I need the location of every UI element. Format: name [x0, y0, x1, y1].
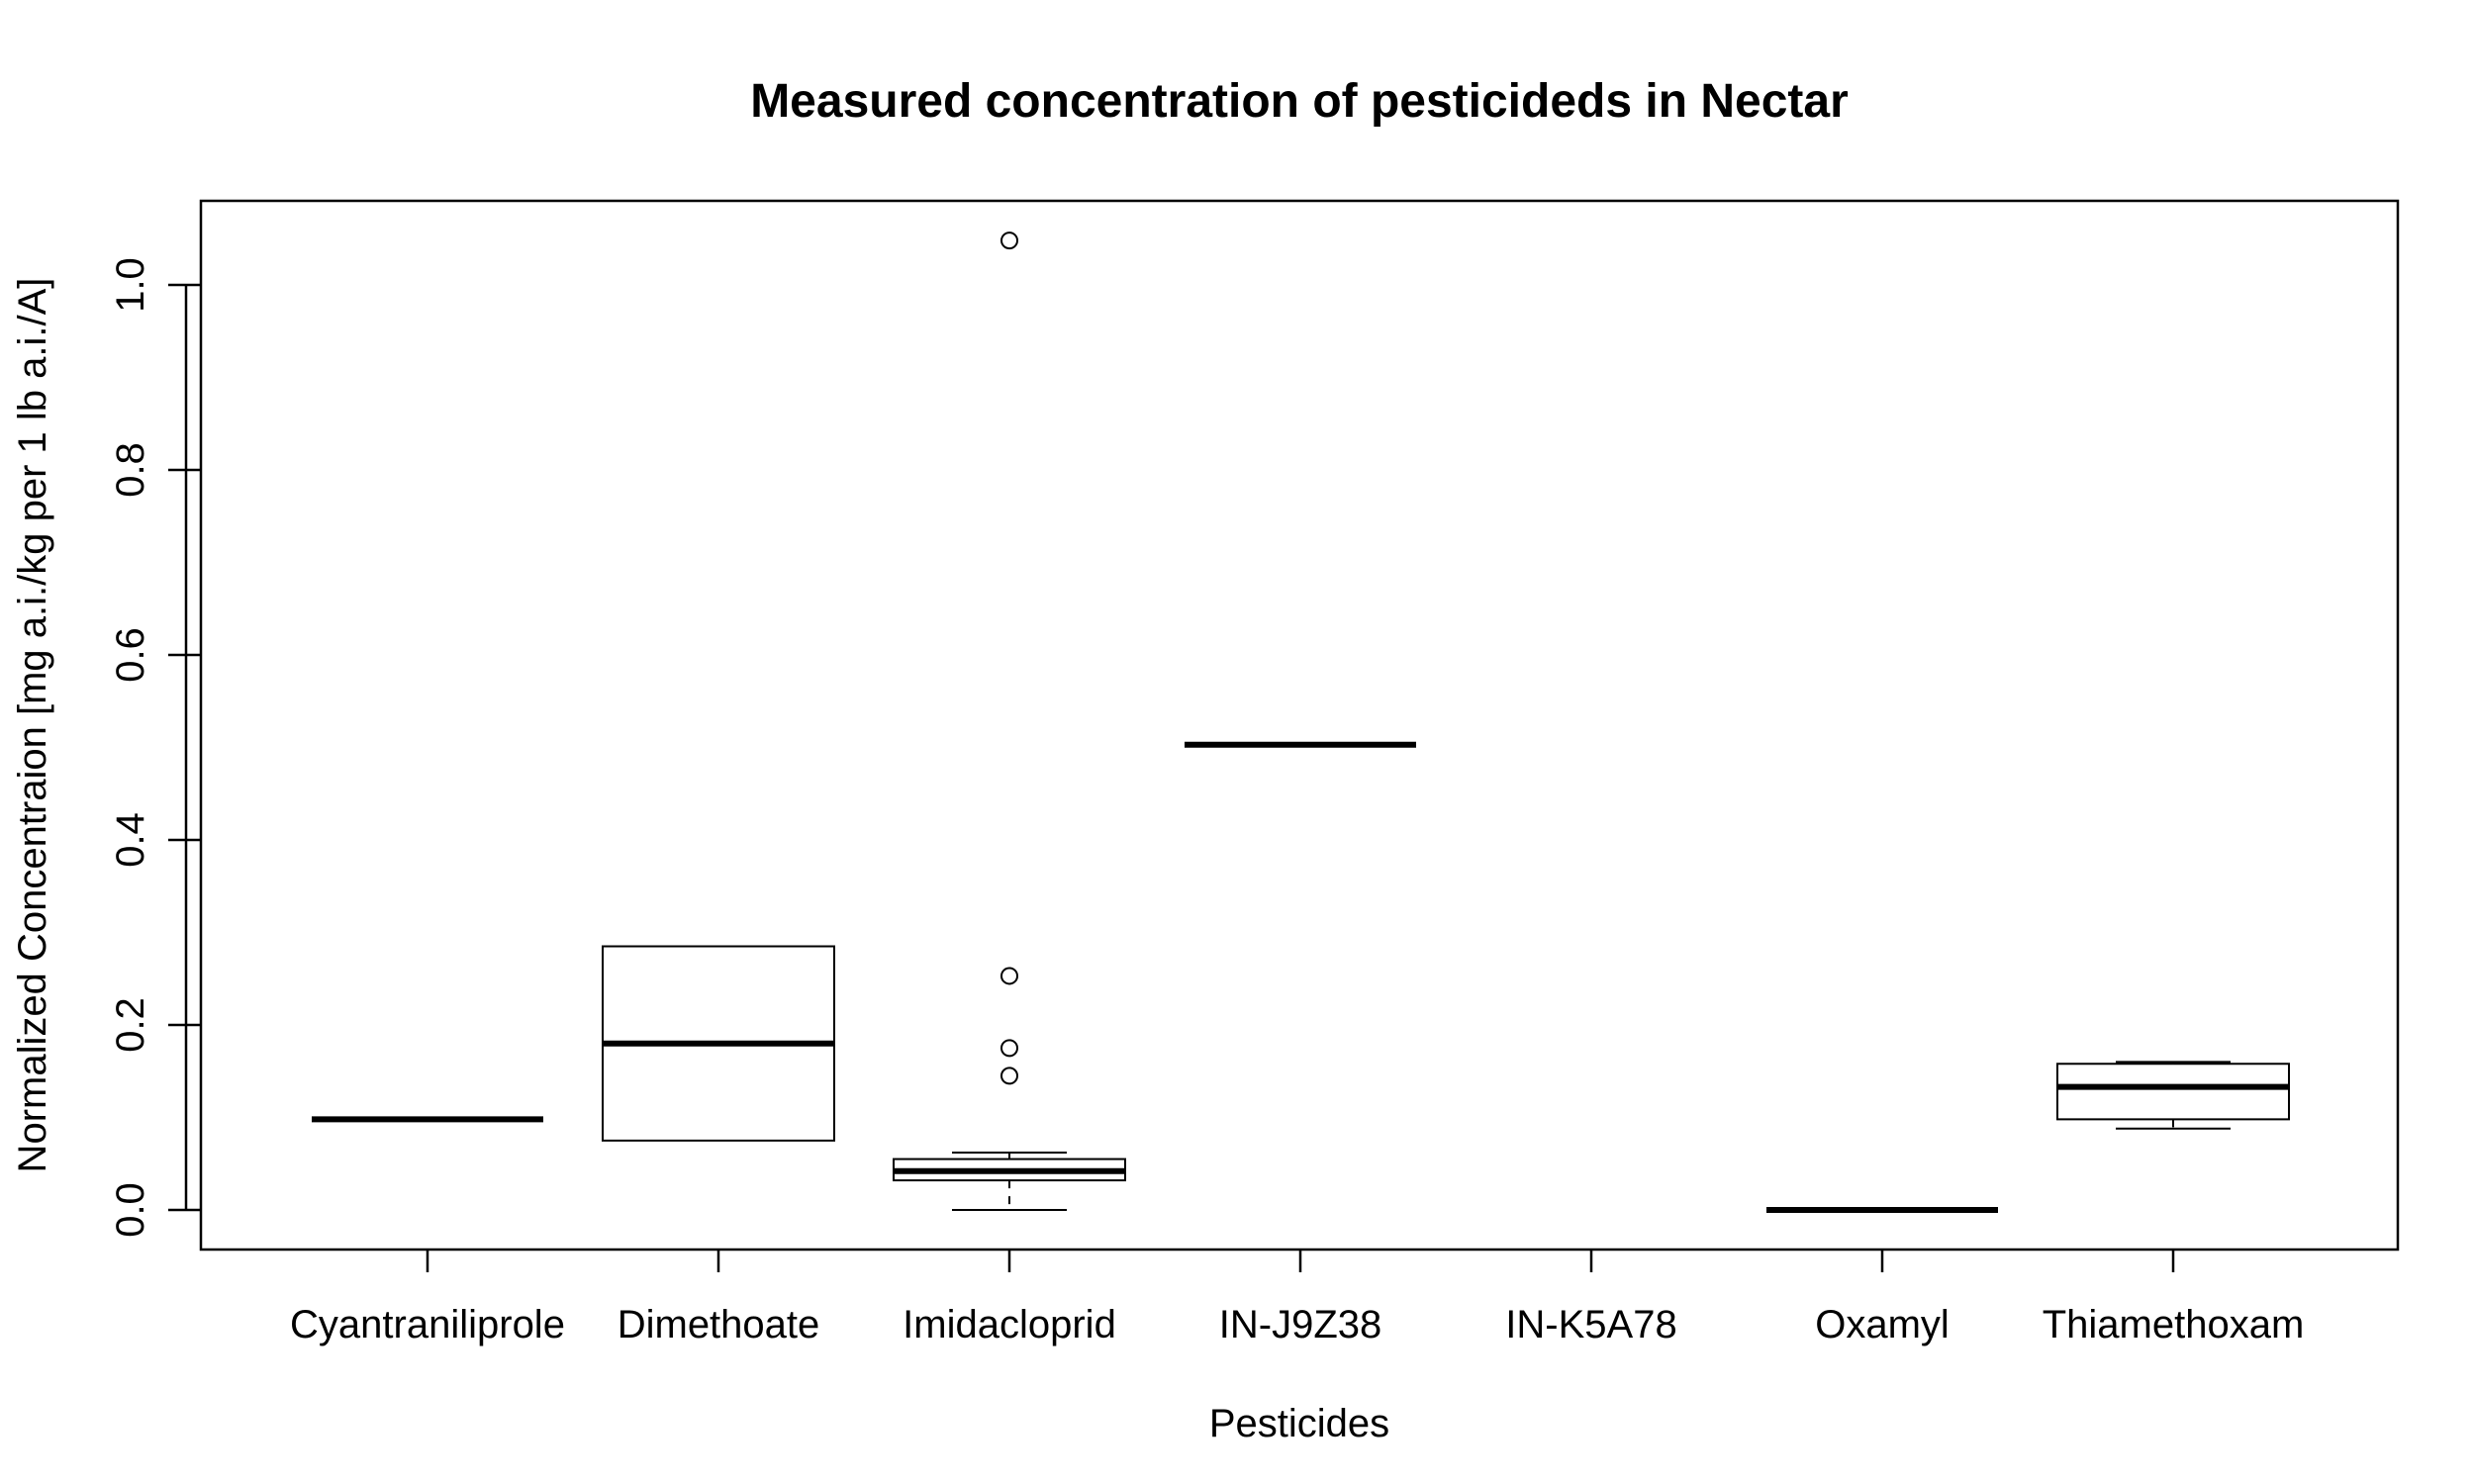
boxplot-series	[312, 232, 2290, 1213]
x-tick-label: Oxamyl	[1815, 1303, 1950, 1346]
y-tick-label: 0.6	[109, 627, 152, 683]
outlier-point	[1000, 232, 1018, 250]
x-tick-label: Dimethoate	[618, 1303, 820, 1346]
y-tick-label: 1.0	[109, 257, 152, 313]
x-tick-label: Cyantraniliprole	[290, 1303, 565, 1346]
box-iqr	[2056, 1063, 2290, 1121]
x-tick-label: Thiamethoxam	[2043, 1303, 2305, 1346]
y-tick-label: 0.2	[109, 997, 152, 1053]
x-tick-label: IN-J9Z38	[1219, 1303, 1382, 1346]
box-imidacloprid	[893, 232, 1126, 1211]
outlier-point	[1000, 1039, 1018, 1058]
x-axis: Cyantraniliprole Dimethoate Imidacloprid IN…	[290, 1250, 2304, 1346]
x-tick-label: Imidacloprid	[903, 1303, 1116, 1346]
y-axis: 0.0 0.2 0.4 0.6 0.8 1.0	[109, 257, 201, 1238]
outlier-point	[1000, 1067, 1018, 1085]
x-tick-label: IN-K5A78	[1505, 1303, 1676, 1346]
y-tick-label: 0.4	[109, 812, 152, 868]
plot-frame	[199, 199, 2400, 1252]
box-dimethoate	[602, 945, 835, 1142]
outlier-point	[1000, 967, 1018, 985]
y-tick-label: 0.0	[109, 1182, 152, 1238]
y-tick-label: 0.8	[109, 442, 152, 498]
x-axis-label: Pesticides	[1209, 1402, 1389, 1445]
chart-title: Measured concentration of pesticideds in…	[750, 75, 1849, 128]
box-thiamethoxam	[2056, 1061, 2290, 1130]
y-axis-label: Normalized Concentraion [mg a.i./kg per …	[11, 278, 54, 1173]
